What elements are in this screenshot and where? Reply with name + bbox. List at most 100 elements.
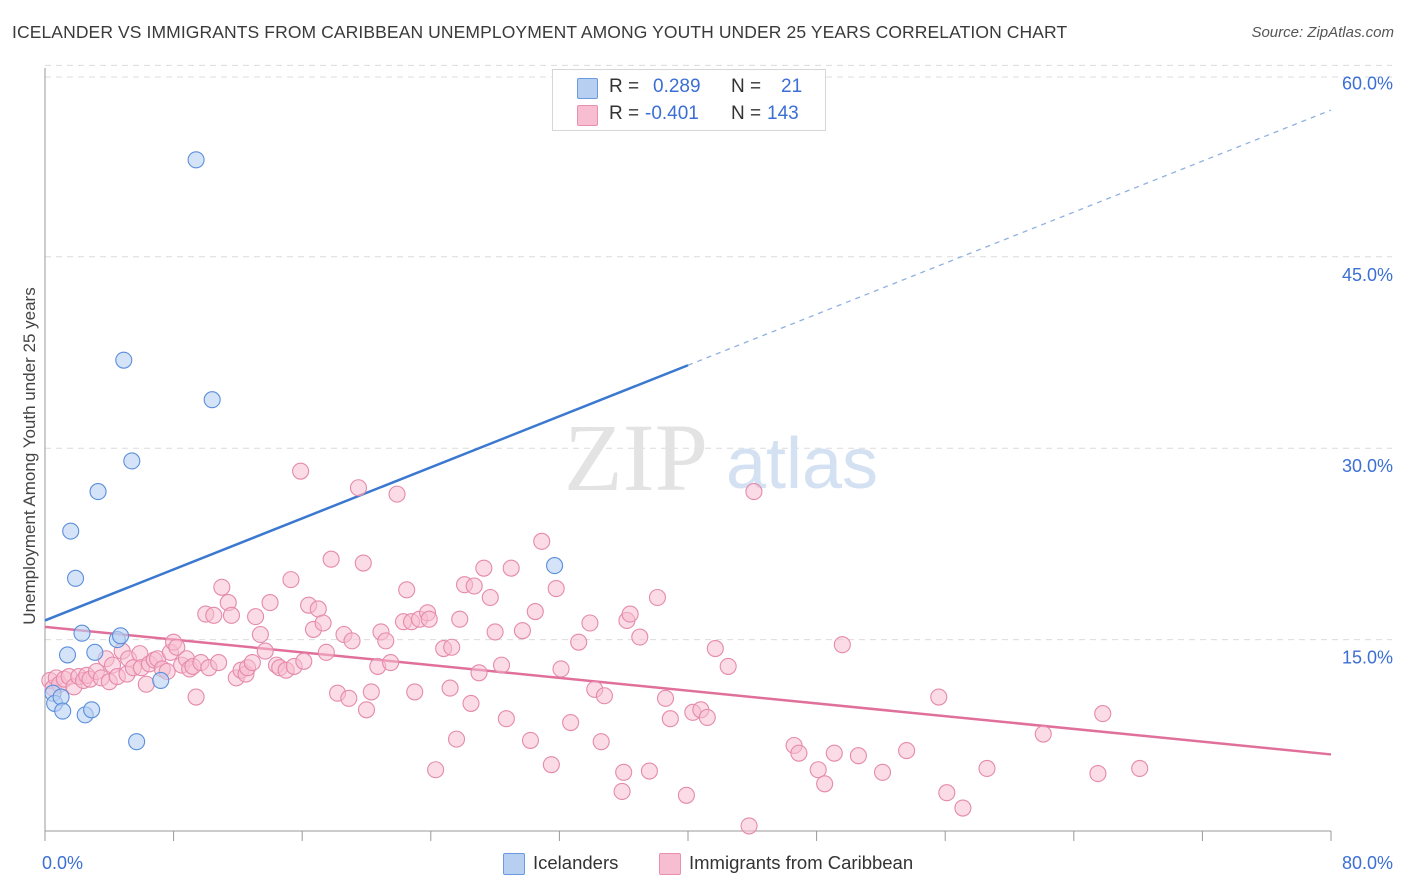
correlation-legend: R = 0.289 N = 21 R = -0.401 N = 143 (552, 69, 826, 131)
y-tick-label: 45.0% (1342, 265, 1393, 285)
r-label: R = (609, 103, 640, 124)
icelanders-swatch (577, 78, 598, 99)
caribbean-point (898, 742, 916, 760)
caribbean-point (205, 606, 223, 624)
caribbean-point (137, 675, 155, 693)
caribbean-point (441, 679, 459, 697)
caribbean-point (343, 632, 361, 650)
caribbean-trendline-solid (44, 625, 1332, 756)
caribbean-point (1089, 765, 1107, 783)
icelanders-r-value: 0.289 (653, 76, 701, 97)
caribbean-point (849, 747, 867, 765)
caribbean-point (481, 588, 499, 607)
icelanders-point (123, 452, 141, 470)
icelanders-legend-label: Icelanders (533, 852, 619, 873)
icelanders-n-value: 21 (781, 76, 803, 97)
caribbean-point (427, 761, 445, 779)
caribbean-point (740, 817, 758, 835)
n-label: N = (731, 103, 762, 124)
caribbean-point (592, 733, 610, 751)
icelanders-point (54, 702, 72, 720)
icelanders-point (62, 522, 80, 540)
caribbean-point (447, 730, 466, 748)
caribbean-point (317, 643, 335, 661)
caribbean-point (954, 799, 972, 817)
caribbean-point (1094, 705, 1112, 723)
caribbean-trendline (44, 625, 1332, 756)
x-tick-label-min: 0.0% (42, 853, 83, 873)
caribbean-point (406, 683, 424, 701)
caribbean-point (502, 559, 520, 577)
caribbean-point (210, 654, 228, 672)
icelanders-point (58, 646, 77, 664)
caribbean-point (825, 744, 843, 762)
y-tick-label: 15.0% (1342, 648, 1393, 668)
caribbean-point (1034, 725, 1052, 743)
caribbean-point (809, 761, 827, 779)
caribbean-point (492, 656, 511, 674)
axes (44, 68, 1332, 841)
caribbean-point (462, 694, 480, 712)
caribbean-point (648, 588, 667, 607)
caribbean-point (168, 638, 186, 656)
caribbean-point (292, 462, 310, 480)
caribbean-point (562, 713, 580, 732)
caribbean-point (443, 638, 461, 656)
icelanders-point (73, 624, 91, 642)
caribbean-point (243, 654, 261, 672)
icelanders-point (128, 733, 146, 751)
caribbean-point (581, 614, 599, 632)
caribbean-point (354, 554, 372, 572)
caribbean-point (377, 632, 395, 650)
caribbean-point (349, 479, 368, 497)
icelanders-point (89, 483, 107, 501)
caribbean-point (816, 775, 834, 793)
caribbean-point (187, 688, 205, 706)
caribbean-point (706, 639, 724, 658)
caribbean-legend-label: Immigrants from Caribbean (689, 852, 914, 873)
caribbean-points (41, 462, 1149, 835)
caribbean-point (570, 633, 588, 651)
caribbean-point (451, 610, 469, 628)
icelanders-point (115, 351, 133, 369)
caribbean-point (465, 577, 483, 595)
caribbean-point (521, 731, 540, 749)
caribbean-point (790, 744, 808, 762)
caribbean-point (745, 483, 763, 501)
caribbean-point (222, 606, 241, 624)
r-label: R = (609, 76, 640, 97)
caribbean-point (552, 660, 570, 678)
icelanders-trendline-dashed (687, 109, 1332, 366)
caribbean-point (470, 664, 488, 682)
caribbean-point (314, 614, 332, 632)
caribbean-point (1131, 759, 1149, 778)
x-tick-label-max: 80.0% (1342, 853, 1393, 873)
caribbean-point (613, 782, 631, 800)
caribbean-point (251, 625, 269, 644)
caribbean-point (382, 654, 400, 672)
caribbean-legend-swatch (659, 853, 681, 875)
icelanders-trendline-solid (44, 364, 689, 622)
icelanders-trendline (44, 109, 1332, 622)
caribbean-point (631, 628, 649, 646)
caribbean-swatch (577, 105, 598, 126)
caribbean-point (362, 683, 380, 701)
caribbean-r-value: -0.401 (645, 103, 699, 124)
caribbean-point (295, 652, 313, 670)
icelanders-point (546, 557, 564, 575)
icelanders-point (83, 701, 101, 719)
n-label: N = (731, 76, 762, 97)
caribbean-point (475, 559, 493, 577)
icelanders-point (152, 671, 170, 689)
caribbean-point (595, 687, 613, 705)
caribbean-point (978, 759, 996, 778)
caribbean-point (420, 610, 438, 628)
caribbean-point (661, 710, 679, 728)
caribbean-point (513, 622, 531, 640)
icelanders-point (52, 688, 70, 706)
caribbean-point (677, 786, 695, 804)
caribbean-point (547, 580, 565, 598)
caribbean-n-value: 143 (767, 103, 799, 124)
chart-title: ICELANDER VS IMMIGRANTS FROM CARIBBEAN U… (12, 22, 1068, 42)
